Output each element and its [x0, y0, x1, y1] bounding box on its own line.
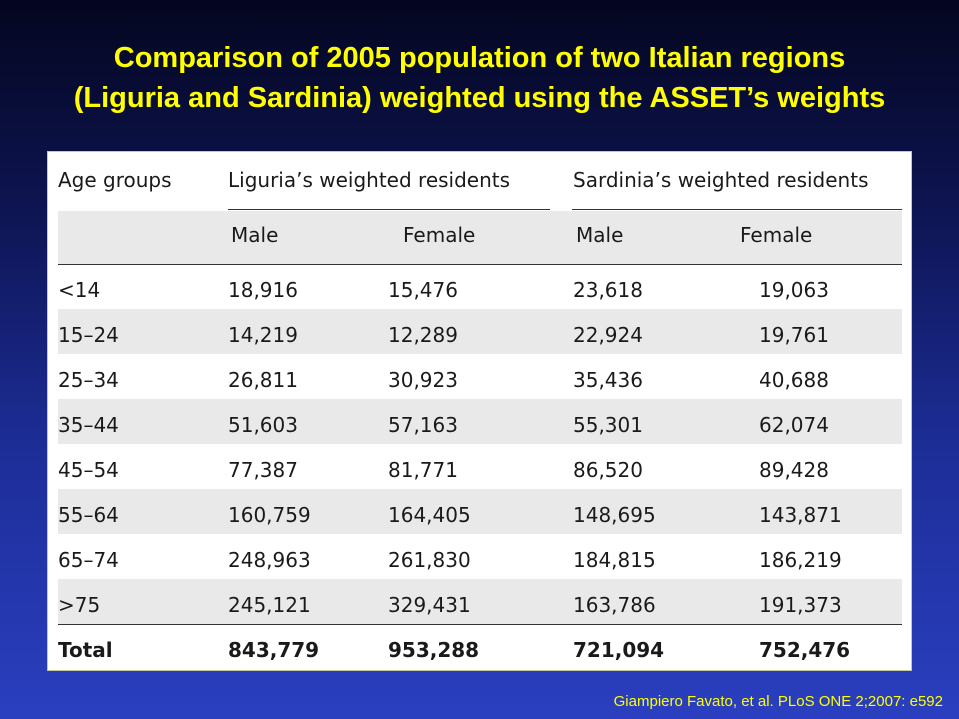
header-age-groups: Age groups: [58, 168, 172, 192]
row-age: <14: [58, 278, 101, 302]
row-liguria-female: 12,289: [388, 323, 458, 347]
row-age: 55–64: [58, 503, 119, 527]
row-band: [58, 399, 902, 444]
row-liguria-male: 26,811: [228, 368, 298, 392]
row-liguria-male: 14,219: [228, 323, 298, 347]
row-sardinia-male: 22,924: [573, 323, 643, 347]
row-sardinia-male: 148,695: [573, 503, 656, 527]
row-liguria-female: 30,923: [388, 368, 458, 392]
total-top-rule: [58, 624, 902, 625]
row-liguria-male: 248,963: [228, 548, 311, 572]
row-sardinia-male: 163,786: [573, 593, 656, 617]
row-liguria-female: 81,771: [388, 458, 458, 482]
row-sardinia-female: 191,373: [759, 593, 842, 617]
row-sardinia-male: 55,301: [573, 413, 643, 437]
subheader-sardinia-female: Female: [740, 223, 813, 247]
row-sardinia-male: 184,815: [573, 548, 656, 572]
row-age: 65–74: [58, 548, 119, 572]
header-sardinia: Sardinia’s weighted residents: [573, 168, 869, 192]
row-liguria-male: 160,759: [228, 503, 311, 527]
total-liguria-female: 953,288: [388, 638, 480, 662]
row-age: 15–24: [58, 323, 119, 347]
row-sardinia-female: 89,428: [759, 458, 829, 482]
total-sardinia-male: 721,094: [573, 638, 665, 662]
subheader-band: [58, 211, 902, 264]
row-liguria-male: 245,121: [228, 593, 311, 617]
row-sardinia-female: 62,074: [759, 413, 829, 437]
row-liguria-female: 164,405: [388, 503, 471, 527]
row-liguria-male: 77,387: [228, 458, 298, 482]
sardinia-group-rule: [572, 209, 902, 210]
total-liguria-male: 843,779: [228, 638, 320, 662]
slide-title-line-2: (Liguria and Sardinia) weighted using th…: [73, 82, 886, 114]
row-age: >75: [58, 593, 101, 617]
row-liguria-female: 15,476: [388, 278, 458, 302]
slide-title: Comparison of 2005 population of two Ita…: [0, 38, 959, 118]
row-sardinia-male: 23,618: [573, 278, 643, 302]
liguria-group-rule: [228, 209, 550, 210]
header-liguria: Liguria’s weighted residents: [228, 168, 511, 192]
header-bottom-rule: [58, 264, 902, 265]
row-liguria-female: 329,431: [388, 593, 471, 617]
row-liguria-male: 18,916: [228, 278, 298, 302]
total-sardinia-female: 752,476: [759, 638, 851, 662]
row-band: [58, 489, 902, 534]
total-label: Total: [58, 638, 113, 662]
row-age: 35–44: [58, 413, 119, 437]
subheader-sardinia-male: Male: [576, 223, 624, 247]
row-liguria-male: 51,603: [228, 413, 298, 437]
row-sardinia-female: 19,761: [759, 323, 829, 347]
subheader-liguria-female: Female: [403, 223, 476, 247]
row-sardinia-female: 186,219: [759, 548, 842, 572]
slide-title-line-1: Comparison of 2005 population of two Ita…: [113, 42, 846, 74]
row-sardinia-male: 86,520: [573, 458, 643, 482]
row-band: [58, 579, 902, 624]
row-sardinia-male: 35,436: [573, 368, 643, 392]
population-table: Age groups Liguria’s weighted residents …: [47, 151, 912, 671]
row-band: [58, 309, 902, 354]
citation: Giampiero Favato, et al. PLoS ONE 2;2007…: [613, 693, 943, 710]
row-sardinia-female: 143,871: [759, 503, 842, 527]
row-sardinia-female: 19,063: [759, 278, 829, 302]
row-age: 45–54: [58, 458, 119, 482]
row-liguria-female: 261,830: [388, 548, 471, 572]
subheader-liguria-male: Male: [231, 223, 279, 247]
row-age: 25–34: [58, 368, 119, 392]
row-liguria-female: 57,163: [388, 413, 458, 437]
row-sardinia-female: 40,688: [759, 368, 829, 392]
